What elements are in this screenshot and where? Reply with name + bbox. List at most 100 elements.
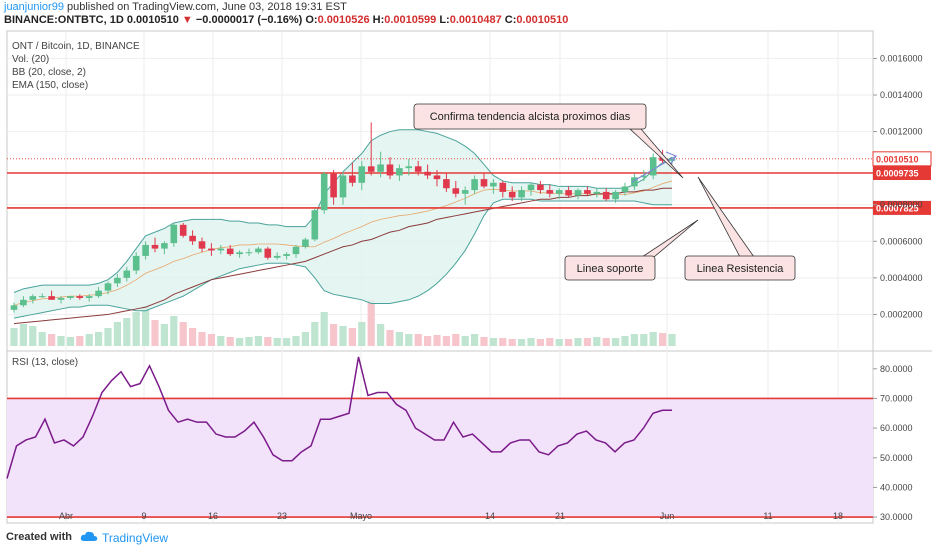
volume-bar bbox=[668, 334, 676, 346]
rsi-band bbox=[7, 398, 873, 518]
high-value: 0.0010599 bbox=[384, 14, 437, 26]
volume-bar bbox=[574, 338, 582, 346]
legend-ema: EMA (150, close) bbox=[12, 80, 88, 91]
volume-bar bbox=[499, 338, 507, 346]
time-tick-label: Abr bbox=[59, 511, 73, 521]
close-value: 0.0010510 bbox=[516, 14, 569, 26]
candle-body bbox=[170, 224, 178, 244]
candle-body bbox=[179, 224, 187, 236]
volume-bar bbox=[659, 333, 667, 346]
candle-body bbox=[386, 164, 394, 176]
volume-bar bbox=[330, 324, 338, 346]
rsi-tick-label: 30.0000 bbox=[880, 512, 913, 522]
candle-body bbox=[640, 175, 648, 178]
time-tick-label: 21 bbox=[555, 511, 565, 521]
volume-bar bbox=[386, 330, 394, 346]
candle-body bbox=[123, 270, 131, 278]
candle-body bbox=[330, 173, 337, 198]
volume-bar bbox=[123, 318, 131, 346]
volume-bar bbox=[66, 337, 74, 346]
low-label: L: bbox=[439, 14, 450, 26]
callout-trend[interactable] bbox=[413, 103, 647, 130]
candle-body bbox=[433, 175, 441, 180]
volume-bar bbox=[367, 300, 375, 346]
candle-body bbox=[236, 252, 243, 255]
volume-bar bbox=[527, 338, 535, 346]
volume-bar bbox=[179, 322, 187, 346]
time-axis[interactable]: Abr 9 16 23 Mayo 14 21 Jun 11 18 bbox=[59, 511, 843, 521]
volume-bar bbox=[142, 306, 150, 346]
rsi-tick-label: 60.0000 bbox=[880, 423, 913, 433]
volume-bar bbox=[217, 336, 225, 346]
volume-bar bbox=[414, 334, 422, 346]
candle-body bbox=[537, 184, 544, 191]
volume-bar bbox=[358, 322, 366, 346]
ohlc-line: BINANCE:ONTBTC, 1D 0.0010510 ▼ −0.000001… bbox=[4, 14, 568, 26]
volume-bars bbox=[10, 300, 676, 346]
legend-rsi: RSI (13, close) bbox=[12, 357, 78, 368]
volume-bar bbox=[311, 322, 319, 346]
volume-bar bbox=[405, 334, 413, 346]
volume-bar bbox=[76, 336, 84, 346]
candle-body bbox=[255, 248, 262, 253]
volume-bar bbox=[461, 336, 469, 346]
symbol-label: BINANCE:ONTBTC, 1D bbox=[4, 14, 124, 26]
candle-body bbox=[490, 182, 497, 187]
last-price-tag bbox=[872, 151, 932, 167]
candle-body bbox=[95, 290, 102, 297]
legend-title: ONT / Bitcoin, 1D, BINANCE bbox=[12, 41, 140, 52]
tradingview-brand[interactable]: TradingView bbox=[102, 531, 169, 545]
volume-bar bbox=[377, 324, 385, 346]
callout-support[interactable] bbox=[564, 255, 656, 281]
author-link[interactable]: juanjunior99 bbox=[4, 1, 64, 13]
price-tick-label: 0.0006000 bbox=[880, 236, 923, 246]
candle-body bbox=[527, 184, 535, 191]
time-tick-label: 18 bbox=[833, 511, 843, 521]
volume-bar bbox=[198, 332, 206, 346]
volume-bar bbox=[649, 332, 657, 346]
rsi-tick-label: 40.0000 bbox=[880, 482, 913, 492]
volume-bar bbox=[292, 336, 300, 346]
candle-body bbox=[584, 190, 591, 194]
volume-bar bbox=[471, 334, 479, 346]
chart-area[interactable]: 0.0009735 0.0007825 0.0010510 0.0002000 0.0… bbox=[0, 28, 932, 524]
time-tick-label: 9 bbox=[141, 511, 146, 521]
volume-bar bbox=[95, 332, 103, 346]
volume-bar bbox=[29, 326, 37, 346]
candle-body bbox=[283, 254, 290, 256]
time-tick-label: 14 bbox=[485, 511, 495, 521]
volume-bar bbox=[19, 324, 27, 346]
arrow-head-icon bbox=[665, 151, 677, 166]
price-tick-label: 0.0014000 bbox=[880, 90, 923, 100]
chart-header: juanjunior99 published on TradingView.co… bbox=[0, 0, 932, 28]
volume-bar bbox=[48, 334, 56, 346]
volume-bar bbox=[85, 334, 93, 346]
candle-body bbox=[508, 191, 516, 198]
bollinger-fill bbox=[14, 129, 672, 319]
candle-body bbox=[602, 191, 610, 200]
publish-info: published on TradingView.com, June 03, 2… bbox=[67, 1, 347, 13]
candlesticks bbox=[10, 122, 676, 313]
volume-bar bbox=[160, 324, 168, 346]
rsi-pane bbox=[6, 356, 873, 518]
rsi-tick-label: 50.0000 bbox=[880, 453, 913, 463]
candle-body bbox=[302, 239, 309, 247]
volume-bar bbox=[518, 339, 526, 346]
candle-body bbox=[649, 157, 657, 176]
volume-bar bbox=[348, 328, 356, 346]
candle-body bbox=[443, 179, 450, 189]
callout-resistance[interactable] bbox=[684, 255, 796, 281]
candle-body bbox=[546, 190, 554, 194]
candle-body bbox=[67, 296, 74, 298]
candle-body bbox=[565, 190, 572, 196]
publish-line: juanjunior99 published on TradingView.co… bbox=[4, 1, 347, 13]
annotations[interactable]: Confirma tendencia alcista proximos dias… bbox=[413, 103, 796, 281]
candle-body bbox=[264, 248, 272, 258]
close-label: C: bbox=[504, 14, 517, 26]
candle-body bbox=[377, 164, 384, 172]
horizontal-levels[interactable]: 0.0009735 0.0007825 0.0010510 bbox=[7, 151, 932, 215]
candle-body bbox=[555, 190, 563, 194]
volume-bar bbox=[583, 338, 591, 346]
price-axis[interactable]: 0.00020000.00040000.00060000.00080000.00… bbox=[873, 53, 923, 522]
last-price-label: 0.0010510 bbox=[876, 154, 919, 164]
